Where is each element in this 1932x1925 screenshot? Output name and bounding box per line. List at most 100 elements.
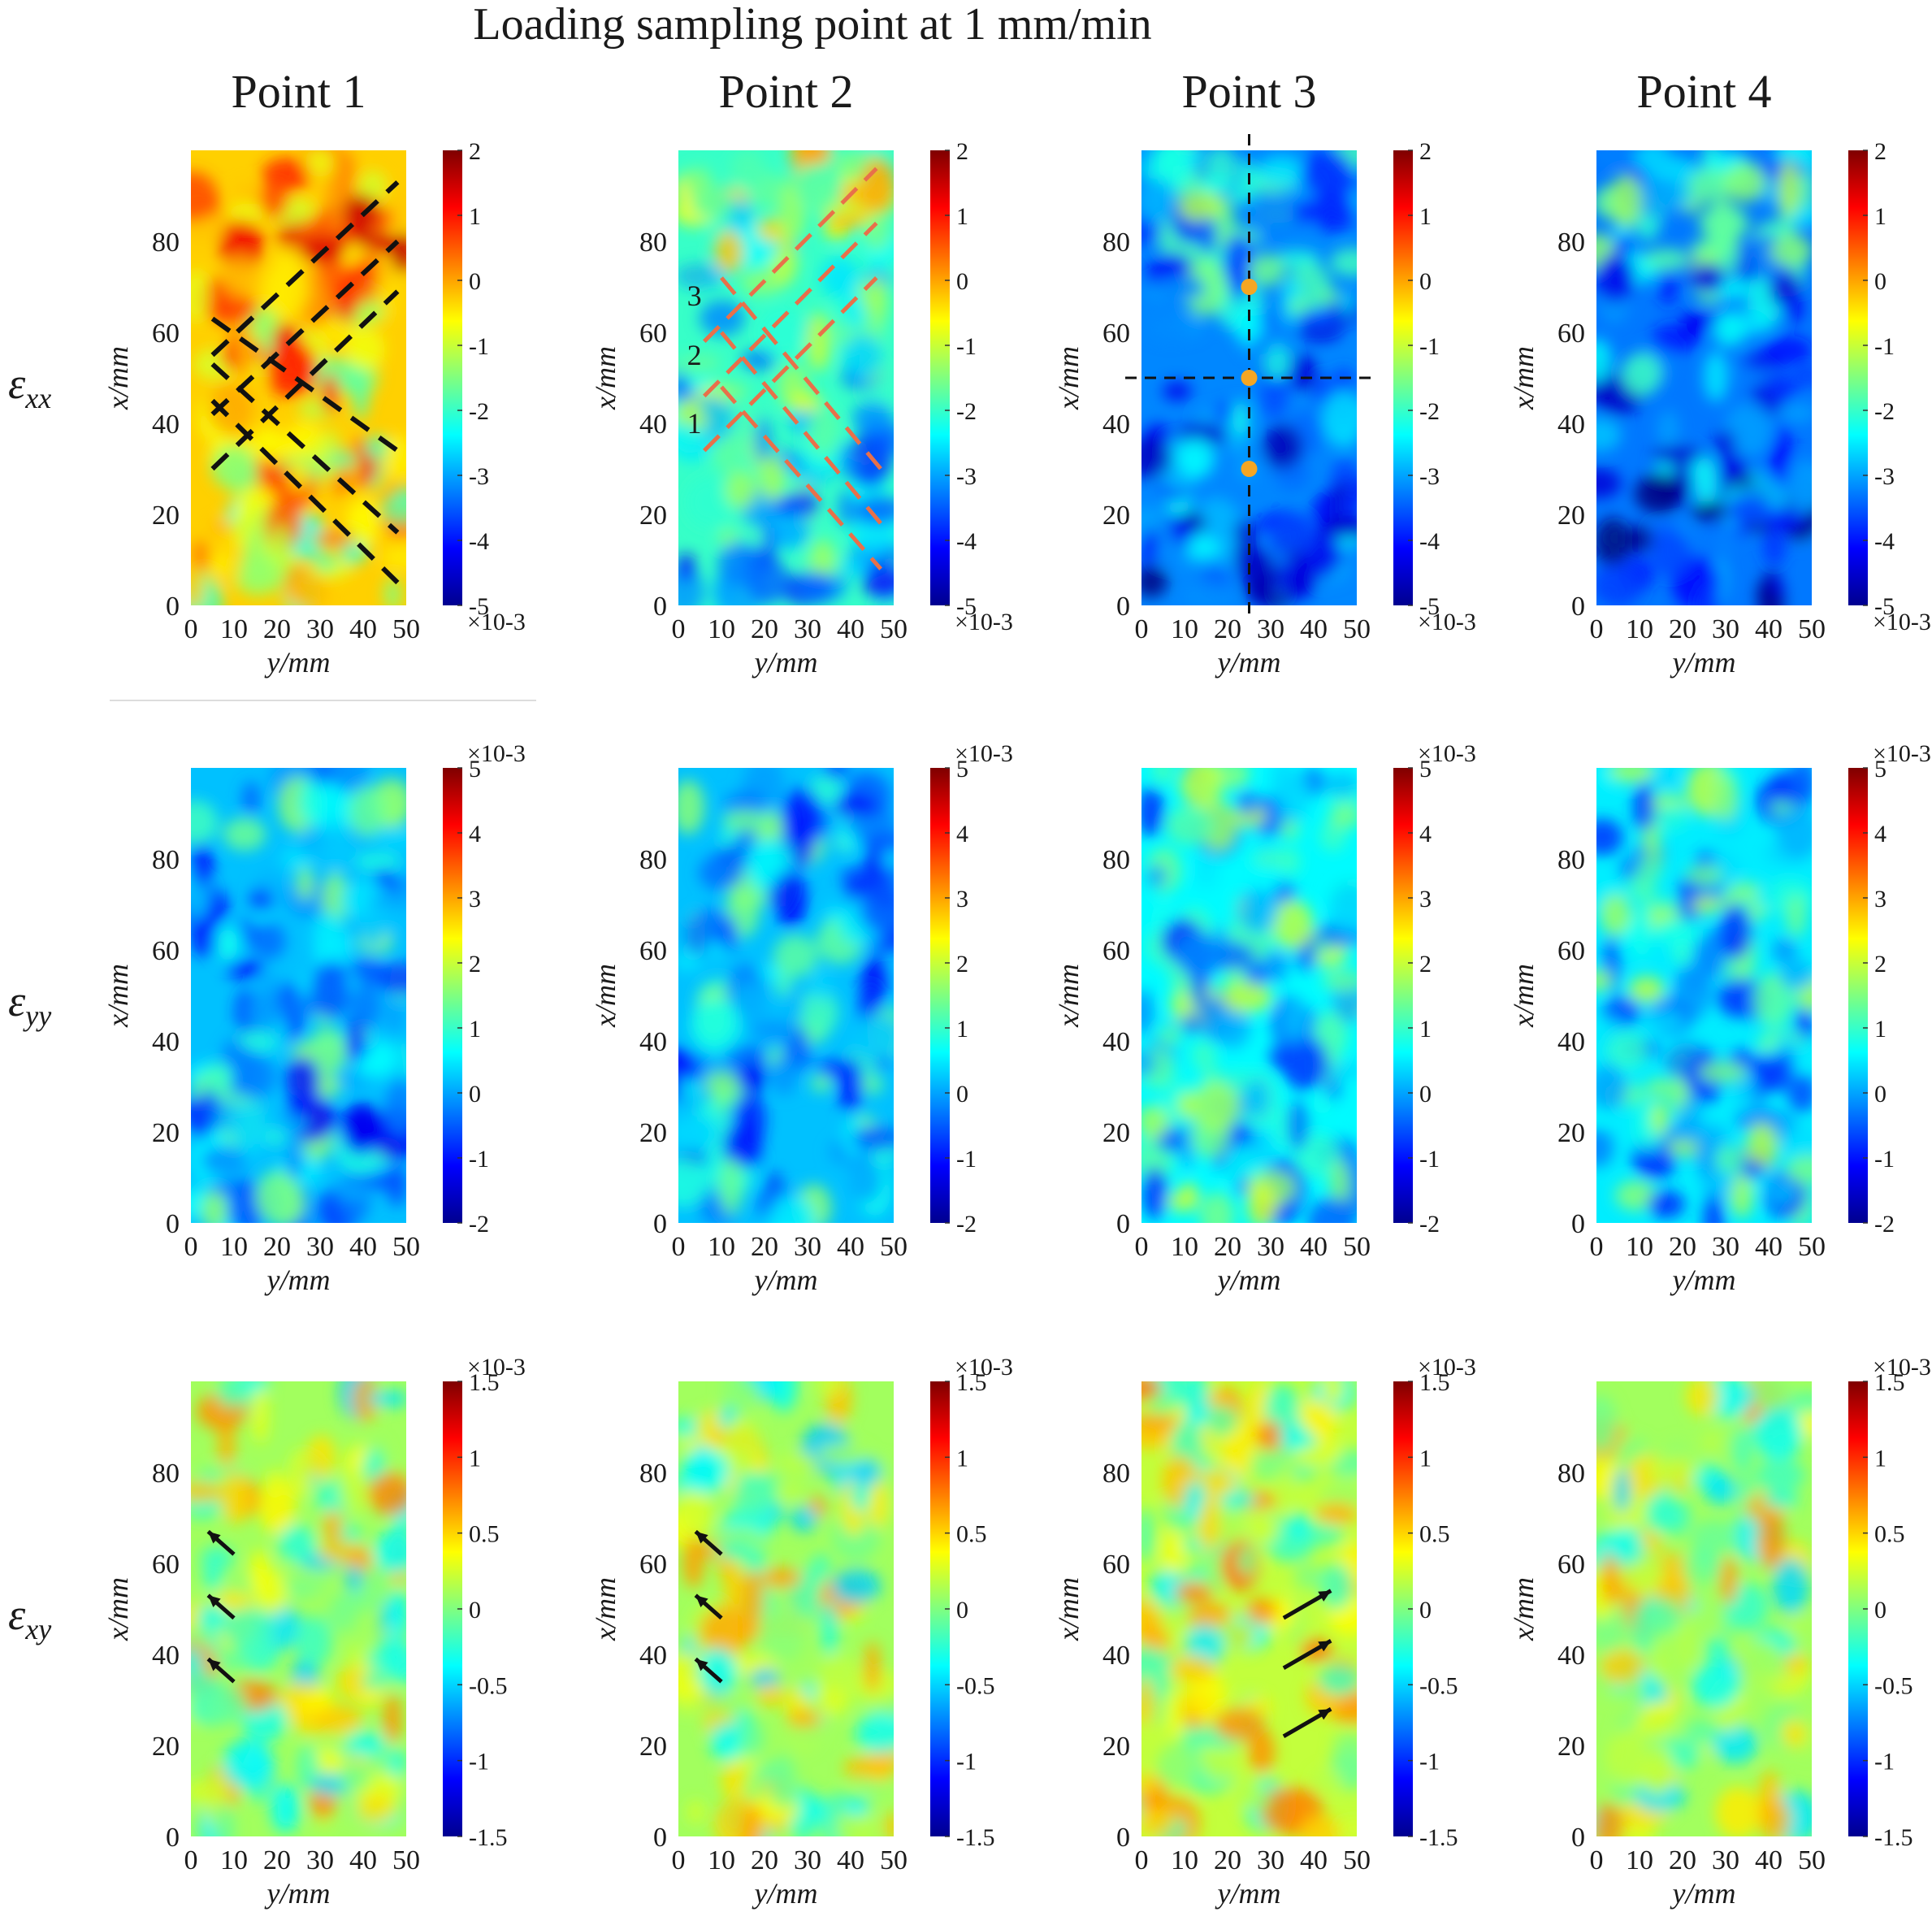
y-tick-label: 20 (152, 1732, 180, 1762)
colorbar-tick-label: 1.5 (1874, 1369, 1905, 1396)
panel-xy-point-2: 0 10 20 30 40 50 0 20 40 60 80 y/mm x/mm 1.5 1 0.5 0 -0.5… (589, 1354, 1013, 1910)
y-tick-label: 0 (653, 1209, 667, 1239)
y-tick-label: 0 (1571, 1209, 1585, 1239)
band-line (720, 331, 883, 525)
x-tick-label: 50 (1798, 1845, 1826, 1875)
y-axis-label: x/mm (1052, 1577, 1085, 1641)
colorbar-tick-label: -0.5 (956, 1672, 995, 1699)
x-tick-label: 40 (1755, 614, 1783, 644)
column-title-4: Point 4 (1637, 65, 1772, 118)
y-tick-label: 40 (1557, 1641, 1585, 1671)
y-tick-label: 40 (1102, 1027, 1130, 1057)
y-tick-label: 0 (653, 1823, 667, 1853)
x-tick-label: 40 (349, 1232, 377, 1262)
y-axis-label: x/mm (102, 346, 134, 410)
colorbar-tick-label: 2 (1419, 138, 1432, 165)
band-line (210, 180, 400, 358)
shear-band-lines (210, 180, 400, 585)
colorbar (1393, 768, 1413, 1223)
row-label-xy: εxy (8, 1590, 51, 1645)
y-axis-label: x/mm (102, 1577, 134, 1641)
y-tick-label: 40 (152, 410, 180, 440)
x-tick-label: 50 (392, 1232, 420, 1262)
x-tick-label: 20 (751, 614, 778, 644)
x-tick-label: 30 (794, 1845, 821, 1875)
x-tick-label: 0 (1590, 1845, 1604, 1875)
arrow-head (1318, 1641, 1332, 1652)
strain-field (678, 150, 894, 605)
arrow-head (695, 1595, 708, 1607)
x-tick-label: 50 (392, 1845, 420, 1875)
y-tick-label: 20 (639, 501, 667, 531)
x-tick-label: 10 (1171, 1845, 1198, 1875)
colorbar-tick-label: 2 (469, 951, 481, 978)
colorbar-tick-label: -1 (956, 1749, 977, 1775)
shear-band-lines: 1 2 3 (687, 167, 883, 570)
x-tick-label: 20 (751, 1845, 778, 1875)
x-axis-label: y/mm (752, 1877, 818, 1910)
arrow-head (1318, 1590, 1332, 1602)
colorbar-tick-label: -3 (1874, 463, 1895, 490)
x-axis-label: y/mm (1670, 646, 1736, 679)
y-axis-label: x/mm (589, 1577, 622, 1641)
y-tick-label: 80 (1102, 1459, 1130, 1489)
x-tick-label: 40 (1755, 1232, 1783, 1262)
colorbar-scale-label: ×10-3 (1418, 609, 1476, 635)
y-axis-label: x/mm (1052, 964, 1085, 1028)
x-tick-label: 0 (672, 614, 686, 644)
x-tick-label: 10 (708, 1845, 735, 1875)
strain-field (678, 1381, 894, 1836)
x-tick-label: 30 (794, 1232, 821, 1262)
colorbar-tick-label: -1 (1419, 1749, 1440, 1775)
y-tick-label: 40 (1102, 410, 1130, 440)
panel-xx-point-3: 0 10 20 30 40 50020406080y/mmx/mm210-1-2-3-4-… (1052, 134, 1476, 679)
x-tick-label: 40 (837, 1232, 864, 1262)
colorbar-tick-label: 1 (1419, 203, 1432, 230)
colorbar-tick-label: -5 (469, 593, 489, 620)
y-tick-label: 0 (653, 592, 667, 622)
colorbar-tick-label: 0 (956, 268, 968, 295)
column-title-1: Point 1 (232, 65, 366, 118)
x-tick-label: 20 (1214, 1232, 1241, 1262)
x-tick-label: 50 (880, 614, 908, 644)
x-tick-label: 0 (672, 1232, 686, 1262)
x-tick-label: 30 (306, 614, 334, 644)
x-tick-label: 0 (672, 1845, 686, 1875)
column-title-3: Point 3 (1182, 65, 1317, 118)
y-tick-label: 80 (152, 228, 180, 258)
colorbar-tick-label: -1 (1874, 1146, 1895, 1173)
x-tick-label: 30 (794, 614, 821, 644)
x-tick-label: 30 (1712, 1845, 1739, 1875)
colorbar-tick-label: -3 (469, 463, 489, 490)
colorbar-tick-label: 2 (1419, 951, 1432, 978)
x-tick-label: 30 (306, 1232, 334, 1262)
x-tick-label: 20 (263, 614, 291, 644)
y-tick-label: 0 (166, 592, 180, 622)
colorbar-tick-label: 0 (1419, 1081, 1432, 1108)
x-tick-label: 0 (1135, 1232, 1149, 1262)
y-tick-label: 20 (152, 501, 180, 531)
colorbar-tick-label: 2 (956, 951, 968, 978)
colorbar-tick-label: -2 (469, 398, 489, 425)
y-tick-label: 40 (1557, 410, 1585, 440)
x-tick-label: 50 (1343, 1232, 1371, 1262)
colorbar-tick-label: 3 (1419, 886, 1432, 913)
colorbar-tick-label: 1.5 (469, 1369, 500, 1396)
row-label-xx: εxx (8, 359, 51, 414)
colorbar-scale-label: ×10-3 (1873, 1354, 1931, 1381)
y-tick-label: 60 (1557, 936, 1585, 966)
x-axis-label: y/mm (265, 646, 331, 679)
column-title-2: Point 2 (719, 65, 854, 118)
colorbar-scale-label: ×10-3 (1873, 740, 1931, 767)
strain-field (191, 768, 406, 1223)
y-tick-label: 60 (152, 319, 180, 349)
x-tick-label: 10 (708, 1232, 735, 1262)
band-label-1: 1 (687, 407, 702, 440)
colorbar-tick-label: 0 (956, 1081, 968, 1108)
colorbar-tick-label: 5 (956, 756, 968, 783)
colorbar-tick-label: -1 (1874, 1749, 1895, 1775)
y-tick-label: 60 (1102, 319, 1130, 349)
x-tick-label: 20 (1669, 1232, 1696, 1262)
y-tick-label: 40 (152, 1641, 180, 1671)
y-tick-label: 60 (639, 319, 667, 349)
